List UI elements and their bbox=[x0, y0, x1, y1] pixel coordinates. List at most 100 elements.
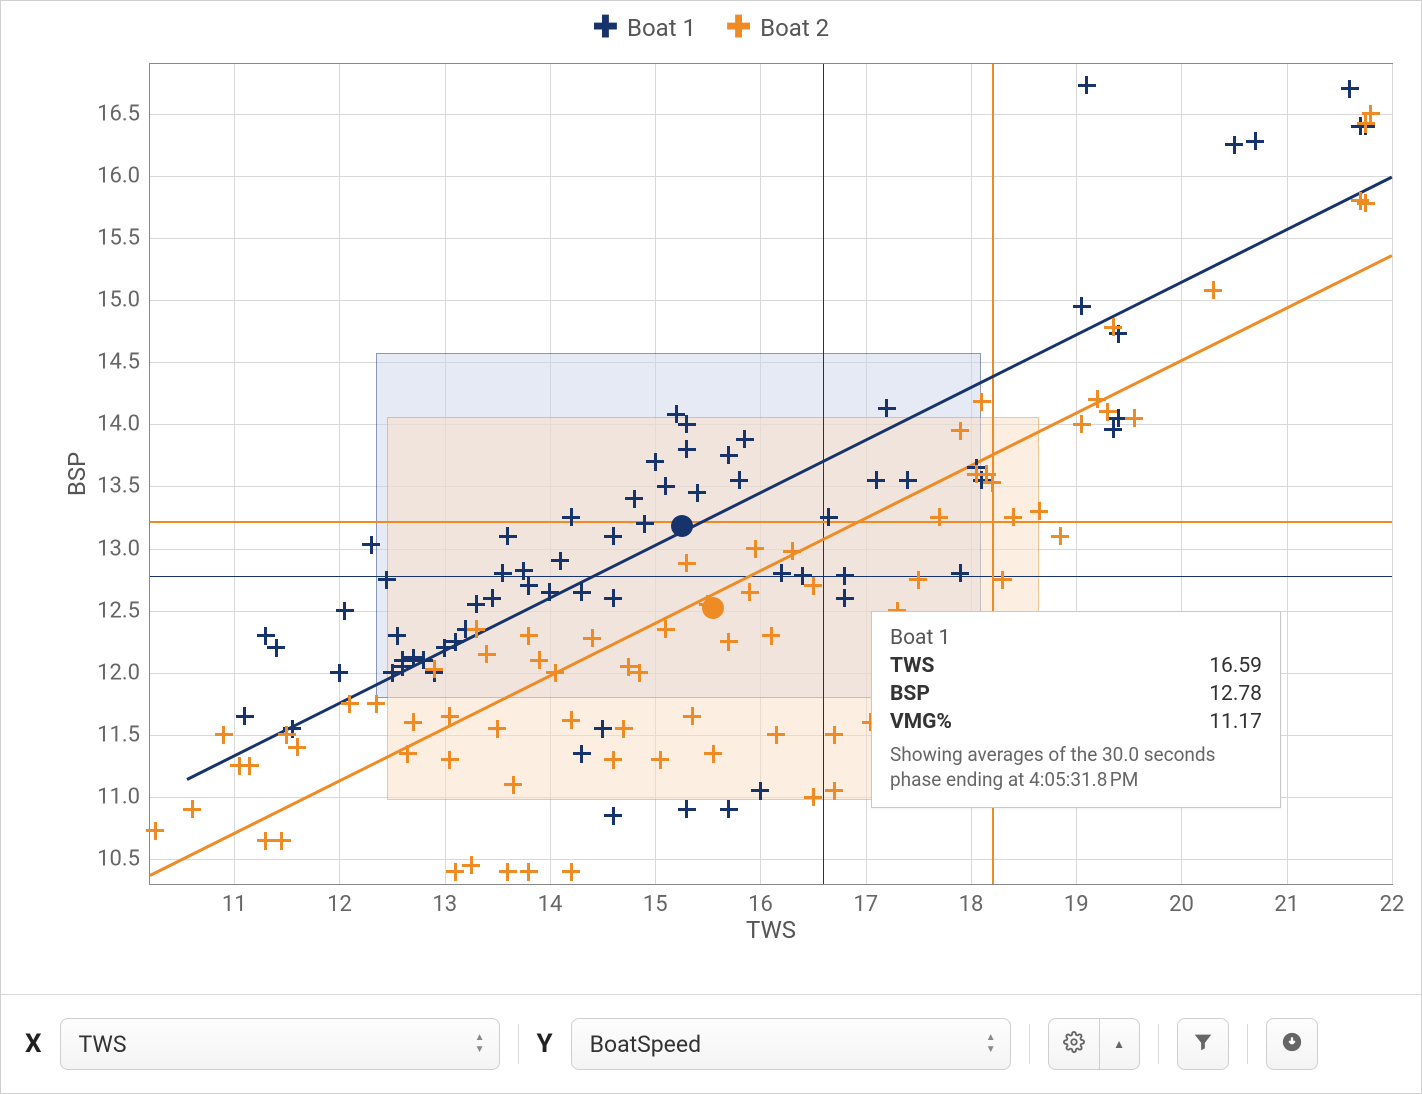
y-tick-label: 16.5 bbox=[97, 101, 140, 126]
gridline-v bbox=[1287, 64, 1288, 884]
x-tick-label: 11 bbox=[222, 892, 247, 917]
legend-item-boat1[interactable]: ✚ Boat 1 bbox=[593, 13, 696, 43]
data-point bbox=[1204, 281, 1222, 299]
x-tick-label: 14 bbox=[538, 892, 563, 917]
data-point bbox=[146, 822, 164, 840]
data-point bbox=[1104, 420, 1122, 438]
gridline-h bbox=[150, 114, 1392, 115]
data-point bbox=[520, 863, 538, 881]
tooltip-row: BSP12.78 bbox=[890, 682, 1262, 706]
x-tick-label: 17 bbox=[853, 892, 878, 917]
divider bbox=[1158, 1024, 1159, 1064]
y-tick-label: 13.0 bbox=[97, 536, 140, 561]
data-point bbox=[257, 832, 275, 850]
x-axis-select[interactable]: TWS ▲▼ bbox=[60, 1018, 500, 1070]
data-point bbox=[1109, 325, 1127, 343]
legend-label: Boat 2 bbox=[760, 14, 829, 42]
data-point bbox=[236, 707, 254, 725]
data-point bbox=[1078, 76, 1096, 94]
y-tick-label: 14.5 bbox=[97, 350, 140, 375]
data-point bbox=[1246, 132, 1264, 150]
y-tick-label: 12.0 bbox=[97, 660, 140, 685]
crosshair-h bbox=[150, 576, 1392, 578]
mean-point bbox=[702, 597, 724, 619]
data-point bbox=[273, 832, 291, 850]
y-tick-label: 13.5 bbox=[97, 474, 140, 499]
plus-icon: ✚ bbox=[726, 13, 751, 43]
data-point bbox=[267, 639, 285, 657]
y-tick-label: 16.0 bbox=[97, 163, 140, 188]
data-point bbox=[1357, 117, 1375, 135]
scatter-plot[interactable]: TWS BSP 11121314151617181920212210.511.0… bbox=[149, 63, 1393, 885]
download-icon bbox=[1281, 1031, 1303, 1057]
divider bbox=[1029, 1024, 1030, 1064]
crosshair-h bbox=[150, 521, 1392, 523]
download-button[interactable] bbox=[1266, 1018, 1318, 1070]
y-tick-label: 15.5 bbox=[97, 225, 140, 250]
chart-area: ✚ Boat 1 ✚ Boat 2 TWS BSP 11121314151617… bbox=[1, 1, 1421, 993]
y-axis-select-value: BoatSpeed bbox=[590, 1031, 701, 1058]
y-axis-select[interactable]: BoatSpeed ▲▼ bbox=[571, 1018, 1011, 1070]
legend-label: Boat 1 bbox=[627, 14, 696, 42]
data-point bbox=[1341, 80, 1359, 98]
app-root: ✚ Boat 1 ✚ Boat 2 TWS BSP 11121314151617… bbox=[0, 0, 1422, 1094]
crosshair-v bbox=[823, 64, 825, 884]
y-axis-label: BSP bbox=[63, 452, 91, 496]
data-point bbox=[257, 627, 275, 645]
gridline-v bbox=[339, 64, 340, 884]
y-tick-label: 11.0 bbox=[97, 785, 140, 810]
x-tick-label: 16 bbox=[748, 892, 773, 917]
data-point bbox=[720, 800, 738, 818]
gridline-h bbox=[150, 176, 1392, 177]
chevron-up-icon: ▲ bbox=[1113, 1037, 1125, 1051]
x-tick-label: 22 bbox=[1380, 892, 1405, 917]
legend-item-boat2[interactable]: ✚ Boat 2 bbox=[726, 13, 829, 43]
data-point bbox=[499, 863, 517, 881]
x-tick-label: 18 bbox=[959, 892, 984, 917]
data-point bbox=[1351, 117, 1369, 135]
y-selector-label: Y bbox=[537, 1029, 553, 1059]
y-tick-label: 12.5 bbox=[97, 598, 140, 623]
y-tick-label: 15.0 bbox=[97, 288, 140, 313]
gridline-h bbox=[150, 238, 1392, 239]
filter-icon bbox=[1192, 1031, 1214, 1057]
settings-split-button: ▲ bbox=[1048, 1018, 1140, 1070]
tooltip-row: TWS16.59 bbox=[890, 654, 1262, 678]
data-point bbox=[1357, 194, 1375, 212]
y-tick-label: 10.5 bbox=[97, 847, 140, 872]
x-tick-label: 21 bbox=[1274, 892, 1299, 917]
y-tick-label: 11.5 bbox=[97, 722, 140, 747]
x-tick-label: 20 bbox=[1169, 892, 1194, 917]
x-tick-label: 19 bbox=[1064, 892, 1089, 917]
plus-icon: ✚ bbox=[593, 13, 618, 43]
x-axis-select-value: TWS bbox=[79, 1031, 127, 1058]
x-axis-label: TWS bbox=[746, 916, 796, 944]
settings-dropdown-toggle[interactable]: ▲ bbox=[1100, 1018, 1140, 1070]
tooltip-title: Boat 1 bbox=[890, 626, 1262, 650]
filter-button[interactable] bbox=[1177, 1018, 1229, 1070]
gridline-v bbox=[1392, 64, 1393, 884]
control-bar: X TWS ▲▼ Y BoatSpeed ▲▼ ▲ bbox=[1, 994, 1421, 1093]
data-point bbox=[1051, 527, 1069, 545]
data-point bbox=[241, 757, 259, 775]
data-point bbox=[446, 863, 464, 881]
chevron-updown-icon: ▲▼ bbox=[475, 1033, 485, 1055]
data-point bbox=[1225, 136, 1243, 154]
data-point bbox=[230, 757, 248, 775]
gridline-h bbox=[150, 300, 1392, 301]
settings-button[interactable] bbox=[1048, 1018, 1100, 1070]
data-point bbox=[678, 800, 696, 818]
data-point bbox=[1357, 115, 1375, 133]
data-point bbox=[562, 863, 580, 881]
tooltip-note: Showing averages of the 30.0 seconds pha… bbox=[890, 742, 1262, 793]
x-selector-label: X bbox=[25, 1029, 42, 1059]
divider bbox=[1247, 1024, 1248, 1064]
data-point bbox=[183, 800, 201, 818]
x-tick-label: 15 bbox=[643, 892, 668, 917]
x-tick-label: 13 bbox=[432, 892, 457, 917]
mean-point bbox=[671, 515, 693, 537]
y-tick-label: 14.0 bbox=[97, 412, 140, 437]
legend: ✚ Boat 1 ✚ Boat 2 bbox=[1, 13, 1421, 43]
divider bbox=[518, 1024, 519, 1064]
data-point bbox=[288, 738, 306, 756]
